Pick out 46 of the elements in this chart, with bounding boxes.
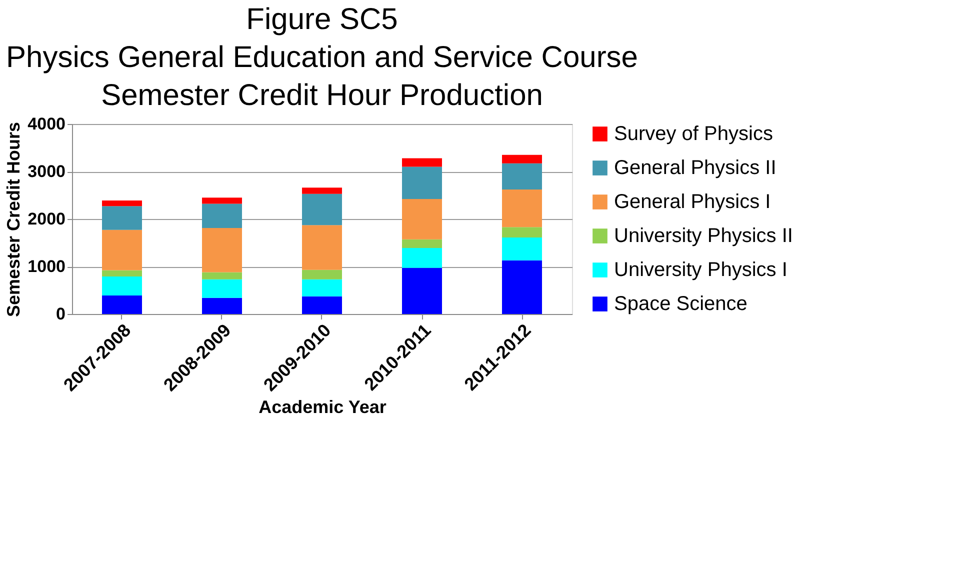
bar bbox=[502, 260, 542, 314]
bar bbox=[102, 295, 142, 314]
bar bbox=[302, 188, 342, 194]
bar bbox=[302, 279, 342, 296]
legend-label: Space Science bbox=[614, 293, 748, 315]
bar bbox=[102, 270, 142, 276]
legend-label: General Physics II bbox=[614, 157, 776, 179]
text: Figure SC5 bbox=[246, 3, 398, 36]
bar bbox=[102, 206, 142, 230]
y-tick-label: 2000 bbox=[28, 210, 66, 228]
bar bbox=[402, 239, 442, 248]
bar bbox=[502, 154, 542, 164]
legend-label: Survey of Physics bbox=[614, 123, 773, 145]
bar bbox=[502, 238, 542, 260]
bar bbox=[302, 296, 342, 314]
legend-label: General Physics I bbox=[614, 191, 771, 213]
y-axis-title: Semester Credit Hours bbox=[4, 122, 24, 318]
bar bbox=[402, 248, 442, 268]
bar bbox=[202, 272, 242, 280]
legend-label: University Physics I bbox=[614, 259, 788, 281]
bar bbox=[502, 190, 542, 228]
bar bbox=[202, 204, 242, 228]
bar bbox=[202, 298, 242, 314]
bar bbox=[402, 268, 442, 314]
bar bbox=[202, 279, 242, 298]
bar bbox=[102, 230, 142, 270]
bar bbox=[202, 228, 242, 272]
bar bbox=[402, 199, 442, 240]
text: Semester Credit Hour Production bbox=[101, 79, 543, 112]
bar bbox=[402, 166, 442, 200]
y-tick-label: 4000 bbox=[28, 114, 66, 134]
y-tick-label: 0 bbox=[56, 304, 66, 324]
bar bbox=[102, 276, 142, 296]
x-axis-title: Academic Year bbox=[258, 397, 386, 418]
legend-label: University Physics II bbox=[614, 225, 793, 247]
bar bbox=[302, 225, 342, 270]
bar bbox=[302, 194, 342, 226]
bar bbox=[302, 270, 342, 280]
y-tick-label: 3000 bbox=[28, 162, 66, 181]
bar bbox=[402, 158, 442, 167]
text: Physics General Education and Service Course bbox=[6, 41, 638, 74]
bar bbox=[202, 198, 242, 204]
y-tick-label: 1000 bbox=[28, 257, 66, 276]
bar bbox=[502, 227, 542, 238]
bar bbox=[502, 163, 542, 190]
bar bbox=[102, 200, 142, 206]
